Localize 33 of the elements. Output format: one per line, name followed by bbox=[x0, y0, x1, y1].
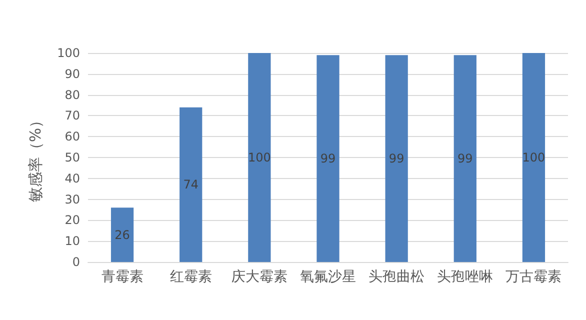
y-axis-title: 敏感率（%） bbox=[26, 112, 44, 202]
x-tick-label: 头孢曲松 bbox=[368, 269, 425, 285]
y-tick-label: 80 bbox=[64, 88, 80, 102]
data-label: 100 bbox=[248, 150, 271, 164]
data-label: 26 bbox=[114, 228, 130, 242]
x-tick-label: 万古霉素 bbox=[506, 269, 562, 285]
y-tick-label: 90 bbox=[64, 66, 80, 81]
bar bbox=[316, 55, 340, 262]
data-label: 100 bbox=[522, 150, 546, 164]
bar bbox=[522, 53, 546, 262]
data-label: 99 bbox=[458, 152, 473, 166]
data-label: 74 bbox=[183, 178, 198, 192]
x-tick-label: 头孢唑啉 bbox=[437, 269, 494, 285]
y-tick-label: 20 bbox=[64, 213, 80, 228]
bar bbox=[248, 53, 271, 262]
x-tick-label: 庆大霉素 bbox=[231, 269, 288, 285]
y-tick-label: 50 bbox=[64, 150, 80, 164]
y-tick-label: 70 bbox=[64, 108, 80, 123]
y-tick-label: 30 bbox=[64, 192, 80, 206]
data-label: 99 bbox=[320, 152, 336, 166]
x-tick-label: 氧氟沙星 bbox=[300, 269, 356, 285]
y-tick-label: 0 bbox=[72, 255, 80, 269]
data-label: 99 bbox=[388, 152, 404, 166]
y-tick-label: 60 bbox=[64, 130, 80, 144]
y-tick-label: 40 bbox=[64, 171, 80, 186]
x-tick-label: 青霉素 bbox=[101, 269, 144, 285]
bar bbox=[385, 55, 408, 262]
y-tick-label: 10 bbox=[64, 234, 80, 248]
bar bbox=[110, 208, 134, 262]
bar bbox=[180, 107, 202, 262]
x-tick-label: 红霉素 bbox=[170, 269, 212, 285]
bar bbox=[454, 55, 476, 262]
y-tick-label: 100 bbox=[57, 46, 80, 60]
